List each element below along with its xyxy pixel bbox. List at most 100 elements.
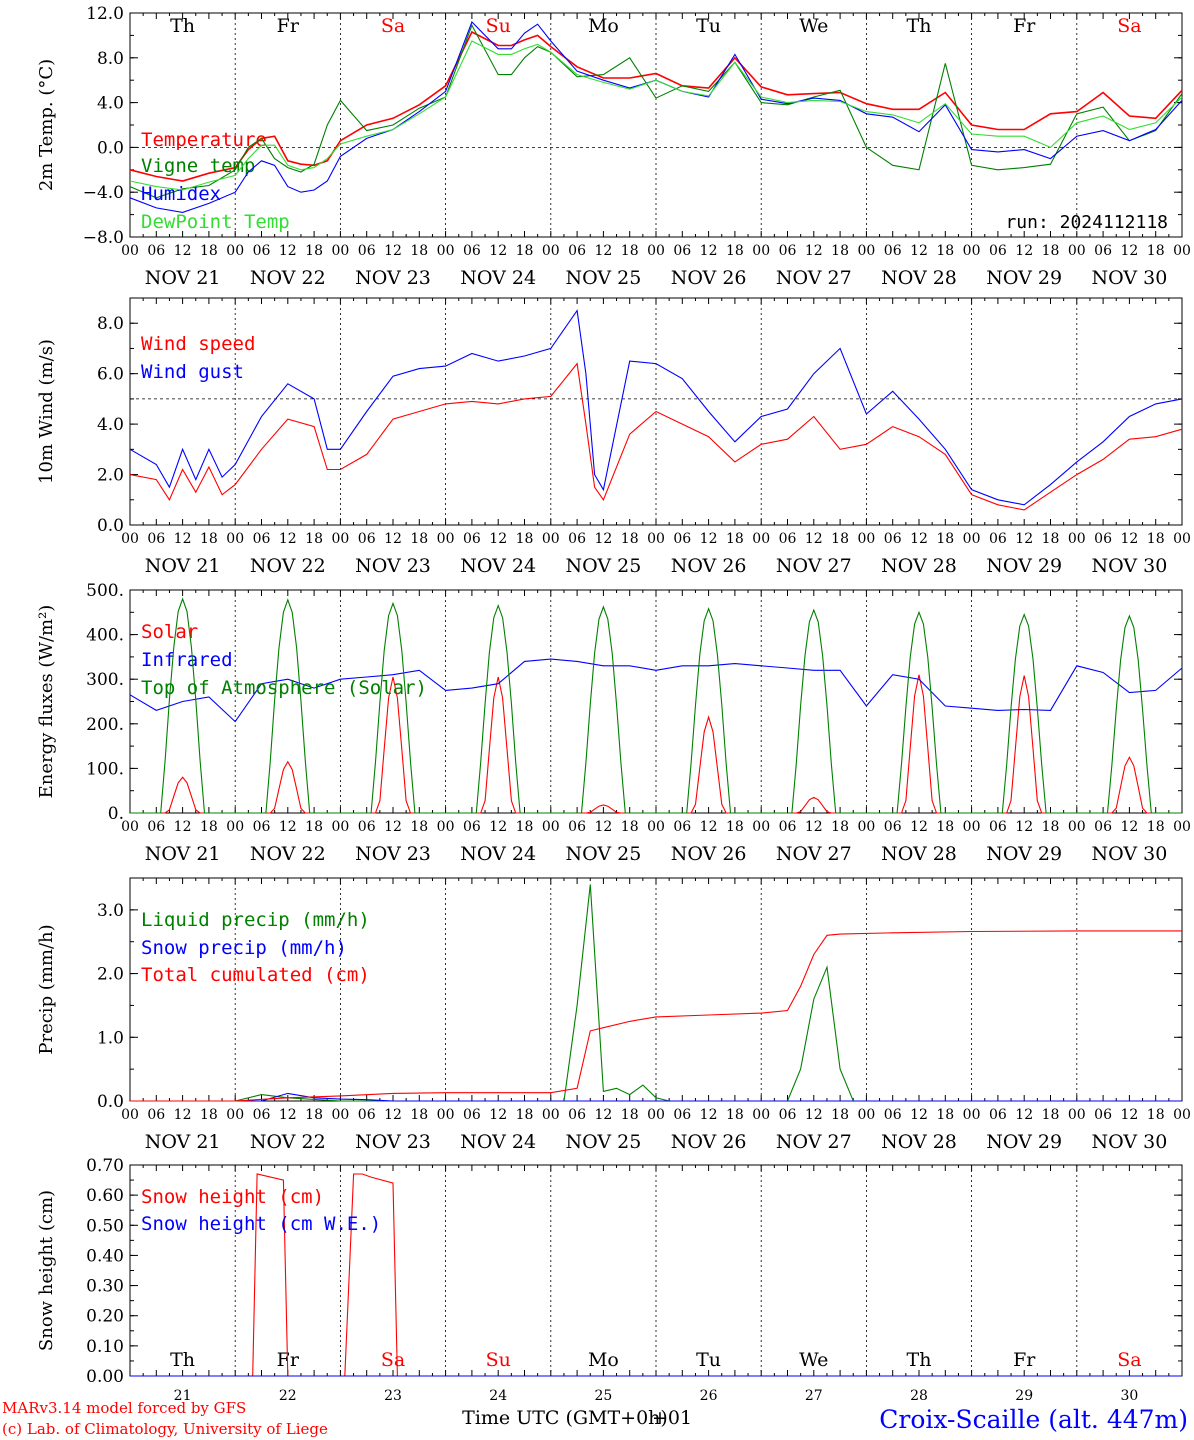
date-label: NOV 26 <box>671 555 747 577</box>
y-tick-label: 0.60 <box>86 1186 124 1206</box>
hour-tick-label: 18 <box>936 531 954 547</box>
hour-tick-label: 18 <box>831 819 849 835</box>
weekday-label: Th <box>170 1349 195 1371</box>
weekday-label: Sa <box>381 15 405 37</box>
hour-tick-label: 18 <box>936 1107 954 1123</box>
hour-tick-label: 12 <box>1015 819 1033 835</box>
series-line <box>130 1092 1182 1102</box>
hour-tick-label: 00 <box>1173 531 1191 547</box>
hour-tick-label: 00 <box>1068 531 1086 547</box>
panel-3: 500. 400. 300. 200. 100. 0. Energy fluxes (W/m… <box>36 581 1191 865</box>
y-tick-label: 0.40 <box>86 1246 124 1266</box>
series-line <box>129 40 1183 191</box>
date-label: NOV 29 <box>986 555 1062 577</box>
y-axis-label: Energy fluxes (W/m²) <box>36 605 57 799</box>
hour-tick-label: 18 <box>200 1107 218 1123</box>
hour-tick-label: 00 <box>226 1107 244 1123</box>
weekday-label: Sa <box>1117 1349 1141 1371</box>
hour-tick-label: 06 <box>358 819 376 835</box>
date-label: NOV 30 <box>1091 1131 1167 1153</box>
hour-tick-label: 06 <box>779 1107 797 1123</box>
hour-tick-label: 06 <box>358 243 376 259</box>
hour-tick-label: 12 <box>384 243 402 259</box>
hour-tick-label: 00 <box>1068 1107 1086 1123</box>
series-line <box>129 23 1183 199</box>
hour-tick-label: 12 <box>594 819 612 835</box>
hour-tick-label: 18 <box>726 819 744 835</box>
hour-tick-label: 06 <box>1094 819 1112 835</box>
hour-tick-label: 06 <box>463 819 481 835</box>
hour-tick-label: 12 <box>1120 1107 1138 1123</box>
weekday-label: We <box>799 15 828 37</box>
date-label: NOV 21 <box>145 555 221 577</box>
y-tick-label: −4.0 <box>83 183 124 203</box>
hour-tick-label: 12 <box>384 531 402 547</box>
hour-tick-label: 06 <box>884 531 902 547</box>
lab-credit-text: (c) Lab. of Climatology, University of L… <box>2 1420 328 1438</box>
date-label: NOV 27 <box>776 267 852 289</box>
date-label: NOV 30 <box>1091 555 1167 577</box>
hour-tick-label: 12 <box>910 531 928 547</box>
date-label: NOV 25 <box>565 843 641 865</box>
weekday-label: Sa <box>381 1349 405 1371</box>
hour-tick-label: 12 <box>279 243 297 259</box>
hour-tick-label: 18 <box>726 1107 744 1123</box>
hour-tick-label: 18 <box>1147 531 1165 547</box>
hour-tick-label: 00 <box>857 819 875 835</box>
hour-tick-label: 12 <box>910 1107 928 1123</box>
y-tick-label: 0.0 <box>97 138 124 158</box>
series-line <box>130 1173 1182 1377</box>
hour-tick-label: 06 <box>989 243 1007 259</box>
date-label: NOV 22 <box>250 1131 326 1153</box>
hour-tick-label: 06 <box>253 1107 271 1123</box>
series-line <box>130 930 1182 1102</box>
hour-tick-label: 00 <box>857 531 875 547</box>
date-label: NOV 23 <box>355 555 431 577</box>
hour-tick-label: 12 <box>489 819 507 835</box>
hour-tick-label: 18 <box>1147 1107 1165 1123</box>
hour-tick-label: 06 <box>779 819 797 835</box>
hour-tick-label: 18 <box>1042 1107 1060 1123</box>
date-label: NOV 21 <box>145 267 221 289</box>
legend-entry: Infrared <box>141 649 233 671</box>
weekday-label: Fr <box>277 15 300 37</box>
hour-tick-label: 18 <box>936 819 954 835</box>
hour-tick-label: 18 <box>621 531 639 547</box>
hour-tick-label: 00 <box>226 243 244 259</box>
date-label: NOV 21 <box>145 1131 221 1153</box>
hour-tick-label: 00 <box>1068 819 1086 835</box>
hour-tick-label: 12 <box>1120 243 1138 259</box>
weekday-label: Tu <box>696 1349 721 1371</box>
hour-tick-label: 12 <box>805 531 823 547</box>
day-number-label: 22 <box>279 1388 297 1404</box>
series-line <box>130 597 1182 814</box>
date-label: NOV 25 <box>565 1131 641 1153</box>
hour-tick-label: 12 <box>594 243 612 259</box>
day-number-label: 30 <box>1120 1388 1138 1404</box>
hour-tick-label: 18 <box>1147 243 1165 259</box>
date-label: NOV 23 <box>355 1131 431 1153</box>
date-label: NOV 23 <box>355 843 431 865</box>
date-label: NOV 30 <box>1091 267 1167 289</box>
y-tick-label: −8.0 <box>83 228 124 248</box>
date-label: NOV 26 <box>671 843 747 865</box>
hour-tick-label: 18 <box>621 243 639 259</box>
panel-4: 3.0 2.0 1.0 0.0 Precip (mm/h) 00 06 12 18 00 06 12 1… <box>36 877 1191 1153</box>
hour-tick-label: 12 <box>174 1107 192 1123</box>
hour-tick-label: 12 <box>174 819 192 835</box>
date-label: NOV 30 <box>1091 843 1167 865</box>
hour-tick-label: 18 <box>305 819 323 835</box>
hour-tick-label: 18 <box>305 1107 323 1123</box>
hour-tick-label: 00 <box>121 1107 139 1123</box>
day-number-label: 29 <box>1015 1388 1033 1404</box>
hour-tick-label: 06 <box>1094 531 1112 547</box>
hour-tick-label: 12 <box>489 243 507 259</box>
hour-tick-label: 00 <box>963 531 981 547</box>
legend-entry: Snow precip (mm/h) <box>141 937 347 959</box>
weekday-label: Su <box>486 15 511 37</box>
hour-tick-label: 00 <box>857 243 875 259</box>
hour-tick-label: 00 <box>542 243 560 259</box>
hour-tick-label: 12 <box>700 531 718 547</box>
hour-tick-label: 06 <box>568 531 586 547</box>
legend-entry: Vigne temp <box>141 155 255 177</box>
